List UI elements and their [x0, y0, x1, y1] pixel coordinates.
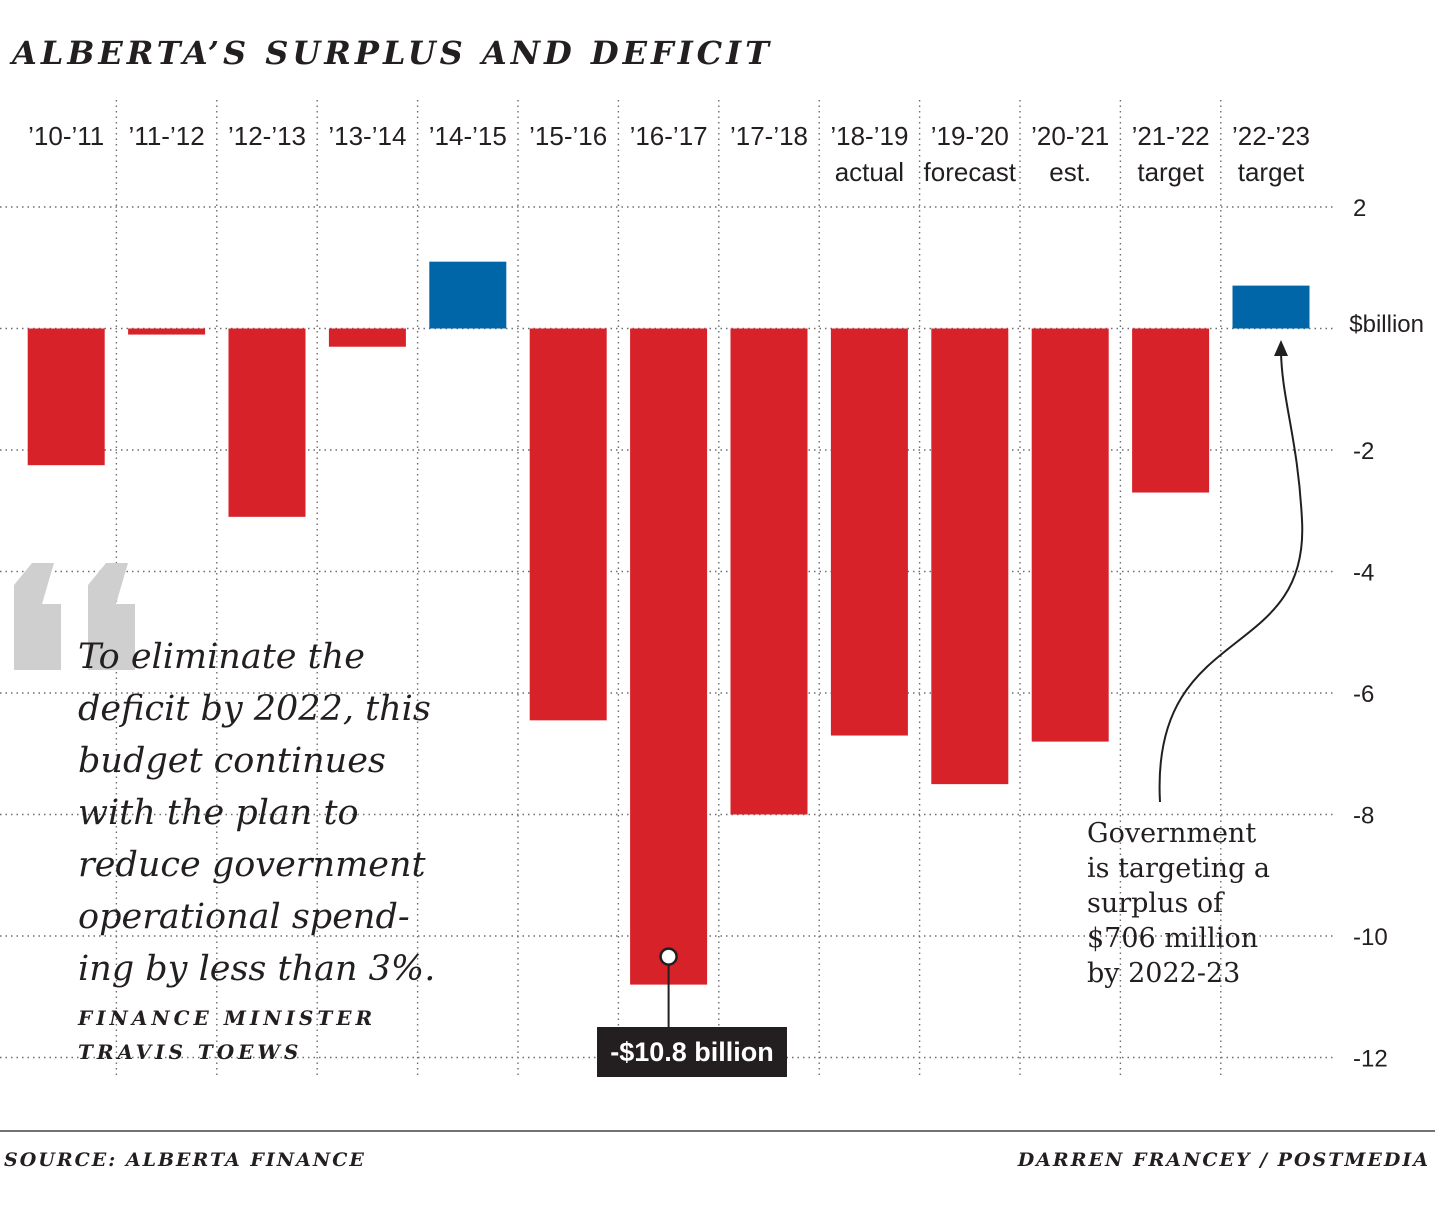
deficit-bar — [128, 328, 206, 335]
surplus-bar — [429, 261, 507, 329]
category-label: ’11-’12 — [129, 121, 205, 151]
deficit-bar — [630, 328, 708, 985]
surplus-annotation: Government is targeting a surplus of $706 m… — [1087, 340, 1304, 989]
quote-line: operational spend- — [78, 897, 410, 937]
deficit-bar — [27, 328, 105, 466]
y-axis-unit-label: $billion — [1349, 311, 1424, 338]
quote-line: deficit by 2022, this — [78, 689, 431, 729]
category-label: target — [1137, 157, 1204, 187]
surplus-bar — [1232, 285, 1310, 329]
chart-title: ALBERTA’S SURPLUS AND DEFICIT — [9, 34, 773, 72]
category-label: ’18-’19 — [830, 121, 908, 151]
deficit-bar — [228, 328, 306, 517]
callout-dot — [659, 947, 678, 966]
callout-box — [597, 1027, 787, 1077]
callout-label: -$10.8 billion — [610, 1037, 774, 1067]
annotation-line: surplus of — [1087, 888, 1225, 919]
y-tick-label: 2 — [1353, 195, 1366, 222]
quote-attribution: TRAVIS TOEWS — [78, 1040, 302, 1064]
annotation-line: Government — [1087, 818, 1256, 849]
deficit-bar — [529, 328, 607, 721]
quote-attribution: FINANCE MINISTER — [77, 1006, 376, 1030]
arrow-head-icon — [1274, 340, 1288, 356]
deficit-bar — [730, 328, 808, 815]
y-tick-label: -2 — [1353, 438, 1374, 465]
grid — [0, 100, 1335, 1075]
category-label: ’19-’20 — [931, 121, 1009, 151]
category-label: target — [1238, 157, 1305, 187]
y-tick-label: -12 — [1353, 1046, 1388, 1073]
category-label: actual — [835, 157, 904, 187]
category-label: ’13-’14 — [328, 121, 406, 151]
category-label: ’21-’22 — [1132, 121, 1210, 151]
quote-line: budget continues — [78, 741, 386, 781]
deficit-bar — [830, 328, 908, 736]
annotation-line: by 2022-23 — [1087, 958, 1240, 989]
y-tick-label: -10 — [1353, 924, 1388, 951]
category-label: ’16-’17 — [630, 121, 708, 151]
y-tick-label: -8 — [1353, 803, 1374, 830]
category-label: ’12-’13 — [228, 121, 306, 151]
deficit-bar — [328, 328, 406, 347]
deficit-bar — [931, 328, 1009, 785]
y-tick-label: -6 — [1353, 681, 1374, 708]
deficit-bar — [1132, 328, 1210, 493]
category-label: ’20-’21 — [1031, 121, 1109, 151]
annotation-line: $706 million — [1087, 923, 1258, 954]
category-label: ’22-’23 — [1232, 121, 1310, 151]
quote-line: ing by less than 3%. — [78, 949, 435, 989]
category-labels: ’10-’11 ’11-’12 ’12-’13 ’13-’14 ’14-’15 ’15-’… — [28, 121, 1310, 187]
quote-line: reduce government — [78, 845, 427, 885]
quote-block: To eliminate the deficit by 2022, this bud… — [14, 563, 435, 1064]
quote-line: To eliminate the — [78, 637, 365, 677]
category-label: forecast — [924, 157, 1017, 187]
annotation-line: is targeting a — [1087, 853, 1270, 884]
category-label: ’15-’16 — [529, 121, 607, 151]
category-label: est. — [1049, 157, 1091, 187]
source-label: SOURCE: ALBERTA FINANCE — [4, 1149, 366, 1171]
category-label: ’10-’11 — [28, 121, 104, 151]
quote-mark-icon — [14, 563, 135, 670]
y-tick-label: -4 — [1353, 560, 1374, 587]
y-axis-ticks: 2 -2 -4 -6 -8 -10 -12 — [1353, 195, 1388, 1073]
category-label: ’17-’18 — [730, 121, 808, 151]
min-value-callout: -$10.8 billion — [597, 947, 787, 1077]
category-label: ’14-’15 — [429, 121, 507, 151]
bars — [27, 261, 1310, 985]
annotation-arrow-line — [1158, 351, 1304, 803]
credit-label: DARREN FRANCEY / POSTMEDIA — [1017, 1149, 1430, 1171]
deficit-bar — [1031, 328, 1109, 742]
quote-line: with the plan to — [78, 793, 359, 833]
